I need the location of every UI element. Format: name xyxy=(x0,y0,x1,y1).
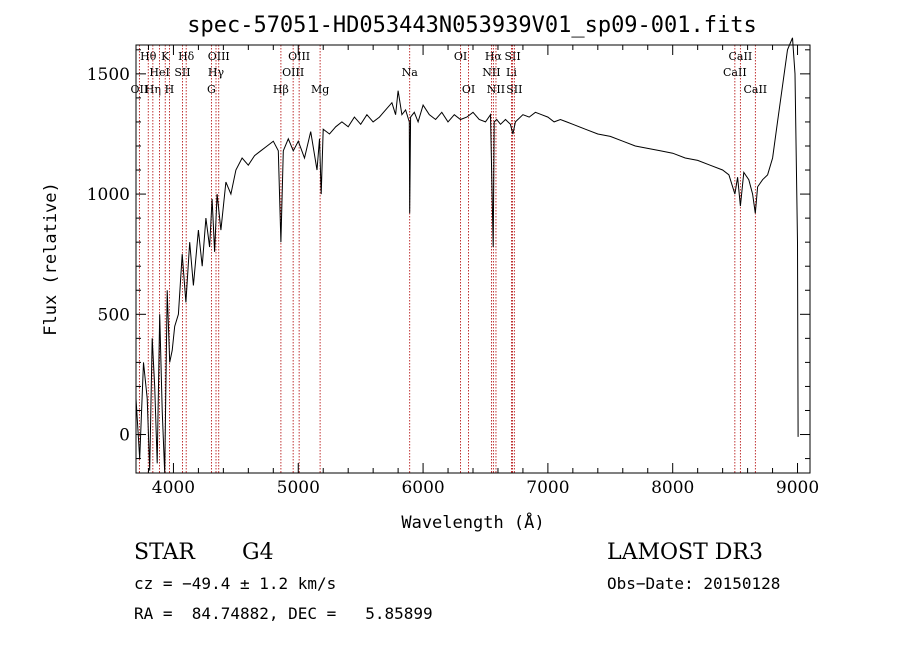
redshift-velocity: cz = −49.4 ± 1.2 km/s xyxy=(134,574,337,593)
y-tick-label-3: 1500 xyxy=(87,65,130,85)
spectral-line-label-18: Hα xyxy=(485,50,503,63)
object-subclass: G4 xyxy=(242,540,274,565)
plot-frame xyxy=(135,44,811,474)
spectral-line-label-4: K xyxy=(161,50,170,63)
spectral-line-label-17: OI xyxy=(462,83,475,96)
y-tick-label-0: 0 xyxy=(119,426,130,446)
spectral-line-label-19: NII xyxy=(482,66,500,79)
spectral-line-label-25: CaII xyxy=(723,66,747,79)
coordinates: RA = 84.74882, DEC = 5.85899 xyxy=(134,604,433,623)
spectral-line-label-9: Hγ xyxy=(208,66,225,79)
spectral-line-label-26: CaII xyxy=(743,83,767,96)
spectral-line-label-24: CaII xyxy=(729,50,753,63)
x-tick-label-2: 6000 xyxy=(401,478,444,498)
spectral-line-label-14: Mg xyxy=(311,83,329,96)
y-axis-label: Flux (relative) xyxy=(41,182,61,336)
spectral-line-label-6: SII xyxy=(174,66,190,79)
spectral-line-label-5: H xyxy=(165,83,175,96)
spectral-line-label-12: OIII xyxy=(282,66,304,79)
object-class: STAR xyxy=(134,540,195,565)
spectral-line-label-7: Hδ xyxy=(178,50,195,63)
spectral-line-label-10: G xyxy=(207,83,216,96)
spectral-line-label-11: Hβ xyxy=(273,83,289,96)
x-tick-label-5: 9000 xyxy=(776,478,819,498)
x-tick-label-1: 5000 xyxy=(277,478,320,498)
spectral-line-label-21: SII xyxy=(504,50,520,63)
y-tick-label-2: 1000 xyxy=(87,185,130,205)
spectral-line-label-22: Li xyxy=(506,66,517,79)
spectral-line-label-23: SII xyxy=(506,83,522,96)
axis-ticks: 4000 5000 6000 7000 8000 9000 0 500 1000 1500 xyxy=(87,45,819,498)
spectral-line-label-2: Hη xyxy=(145,83,161,96)
spectral-line-label-15: Na xyxy=(402,66,419,79)
x-tick-label-3: 7000 xyxy=(526,478,569,498)
spectral-line-label-3: HeI xyxy=(149,66,169,79)
spectral-line-label-8: OIII xyxy=(208,50,230,63)
x-tick-label-4: 8000 xyxy=(651,478,694,498)
spectral-line-label-0: Hθ xyxy=(140,50,157,63)
spectral-line-label-16: OI xyxy=(454,50,467,63)
flux-series-line xyxy=(135,37,799,474)
spectral-line-label-13: OIII xyxy=(288,50,310,63)
chart-title: spec-57051-HD053443N053939V01_sp09-001.f… xyxy=(187,13,757,38)
spectrum-chart: spec-57051-HD053443N053939V01_sp09-001.f… xyxy=(41,13,819,533)
x-axis-label: Wavelength (Å) xyxy=(401,511,544,533)
spectral-line-label-1: OII xyxy=(131,83,149,96)
survey-name: LAMOST DR3 xyxy=(607,540,763,565)
y-tick-label-1: 500 xyxy=(98,305,130,325)
x-tick-label-0: 4000 xyxy=(152,478,195,498)
spectral-line-label-20: NII xyxy=(487,83,505,96)
observation-date: Obs−Date: 20150128 xyxy=(607,574,781,593)
